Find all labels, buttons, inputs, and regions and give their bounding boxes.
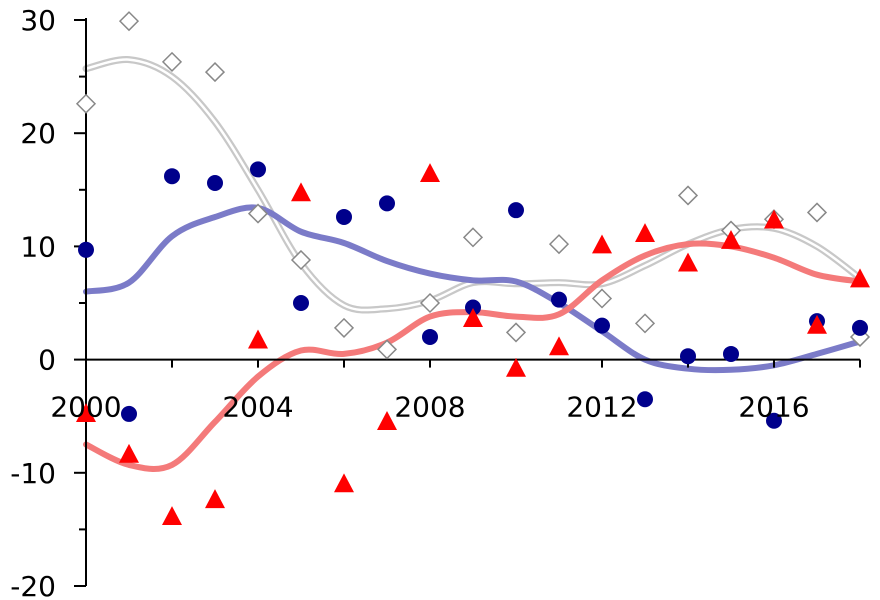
- x-tick-label: 2008: [394, 391, 465, 424]
- y-tick-label: 0: [38, 344, 56, 377]
- point-series-3-2018: [850, 268, 870, 288]
- point-series-2-2013: [637, 391, 653, 408]
- point-series-3-2013: [635, 223, 655, 243]
- point-series-3-2006: [334, 473, 354, 493]
- y-tick-label: -20: [10, 570, 56, 600]
- point-series-1-2014: [677, 185, 699, 206]
- point-series-3-2011: [549, 336, 569, 356]
- point-series-3-2002: [162, 506, 182, 526]
- point-series-3-2009: [463, 308, 483, 327]
- point-series-1-2002: [161, 51, 183, 72]
- point-series-3-2003: [205, 489, 225, 509]
- point-series-3-2001: [119, 443, 139, 463]
- point-series-1-2004: [247, 203, 269, 224]
- point-series-2-2010: [508, 202, 524, 219]
- trend-line-3: [83, 240, 863, 472]
- point-series-2-2016: [766, 412, 782, 429]
- point-series-1-2013: [634, 313, 656, 334]
- point-series-3-2017: [807, 314, 827, 334]
- point-series-1-2001: [118, 11, 140, 32]
- point-series-2-2000: [78, 241, 94, 258]
- point-series-1-2011: [548, 234, 570, 255]
- point-series-2-2011: [551, 291, 567, 308]
- trend-line-1-inner: [84, 58, 862, 312]
- data-markers: [75, 11, 871, 526]
- point-series-3-2014: [678, 252, 698, 272]
- point-series-2-2002: [164, 168, 180, 185]
- point-series-1-2000: [75, 93, 97, 114]
- point-series-2-2015: [723, 345, 739, 362]
- point-series-3-2012: [592, 234, 612, 254]
- point-series-2-2018: [852, 319, 868, 336]
- y-tick-label: 30: [20, 4, 56, 37]
- point-series-2-2012: [594, 317, 610, 334]
- point-series-3-2007: [377, 411, 397, 430]
- x-tick-label: 2000: [50, 391, 121, 424]
- y-tick-label: -10: [10, 457, 56, 490]
- point-series-3-2016: [764, 209, 784, 229]
- point-series-2-2004: [250, 161, 266, 178]
- point-series-1-2008: [419, 292, 441, 314]
- point-series-3-2005: [291, 182, 311, 202]
- point-series-3-2010: [506, 357, 526, 377]
- point-series-1-2006: [333, 317, 355, 338]
- point-series-1-2017: [806, 202, 828, 223]
- point-series-1-2012: [591, 288, 613, 309]
- x-tick-label: 2012: [566, 391, 637, 424]
- point-series-3-2004: [248, 329, 268, 349]
- point-series-1-2010: [505, 322, 527, 343]
- axes: [74, 18, 861, 587]
- point-series-3-2015: [721, 229, 741, 249]
- point-series-1-2003: [204, 62, 226, 83]
- y-tick-label: 10: [20, 230, 56, 263]
- point-series-2-2005: [293, 295, 309, 311]
- point-series-3-2008: [420, 163, 440, 183]
- x-tick-label: 2016: [738, 391, 809, 424]
- point-series-2-2006: [336, 208, 352, 225]
- trend-line-1: [82, 56, 864, 314]
- point-series-2-2001: [121, 405, 137, 422]
- trend-line-2: [83, 204, 863, 374]
- point-series-2-2007: [379, 195, 395, 212]
- point-series-1-2005: [290, 249, 312, 271]
- point-series-2-2003: [207, 175, 223, 192]
- tick-labels: -20 -10 0 10 20 30 2000 2004 2008 2012 2016: [10, 4, 809, 600]
- point-series-2-2014: [680, 348, 696, 365]
- point-series-1-2009: [462, 227, 484, 248]
- y-tick-label: 20: [20, 117, 56, 150]
- point-series-2-2009: [465, 299, 481, 316]
- point-series-2-2008: [422, 328, 438, 345]
- point-series-1-2007: [376, 339, 398, 360]
- point-series-3-2000: [76, 403, 96, 423]
- x-tick-label: 2004: [222, 391, 293, 424]
